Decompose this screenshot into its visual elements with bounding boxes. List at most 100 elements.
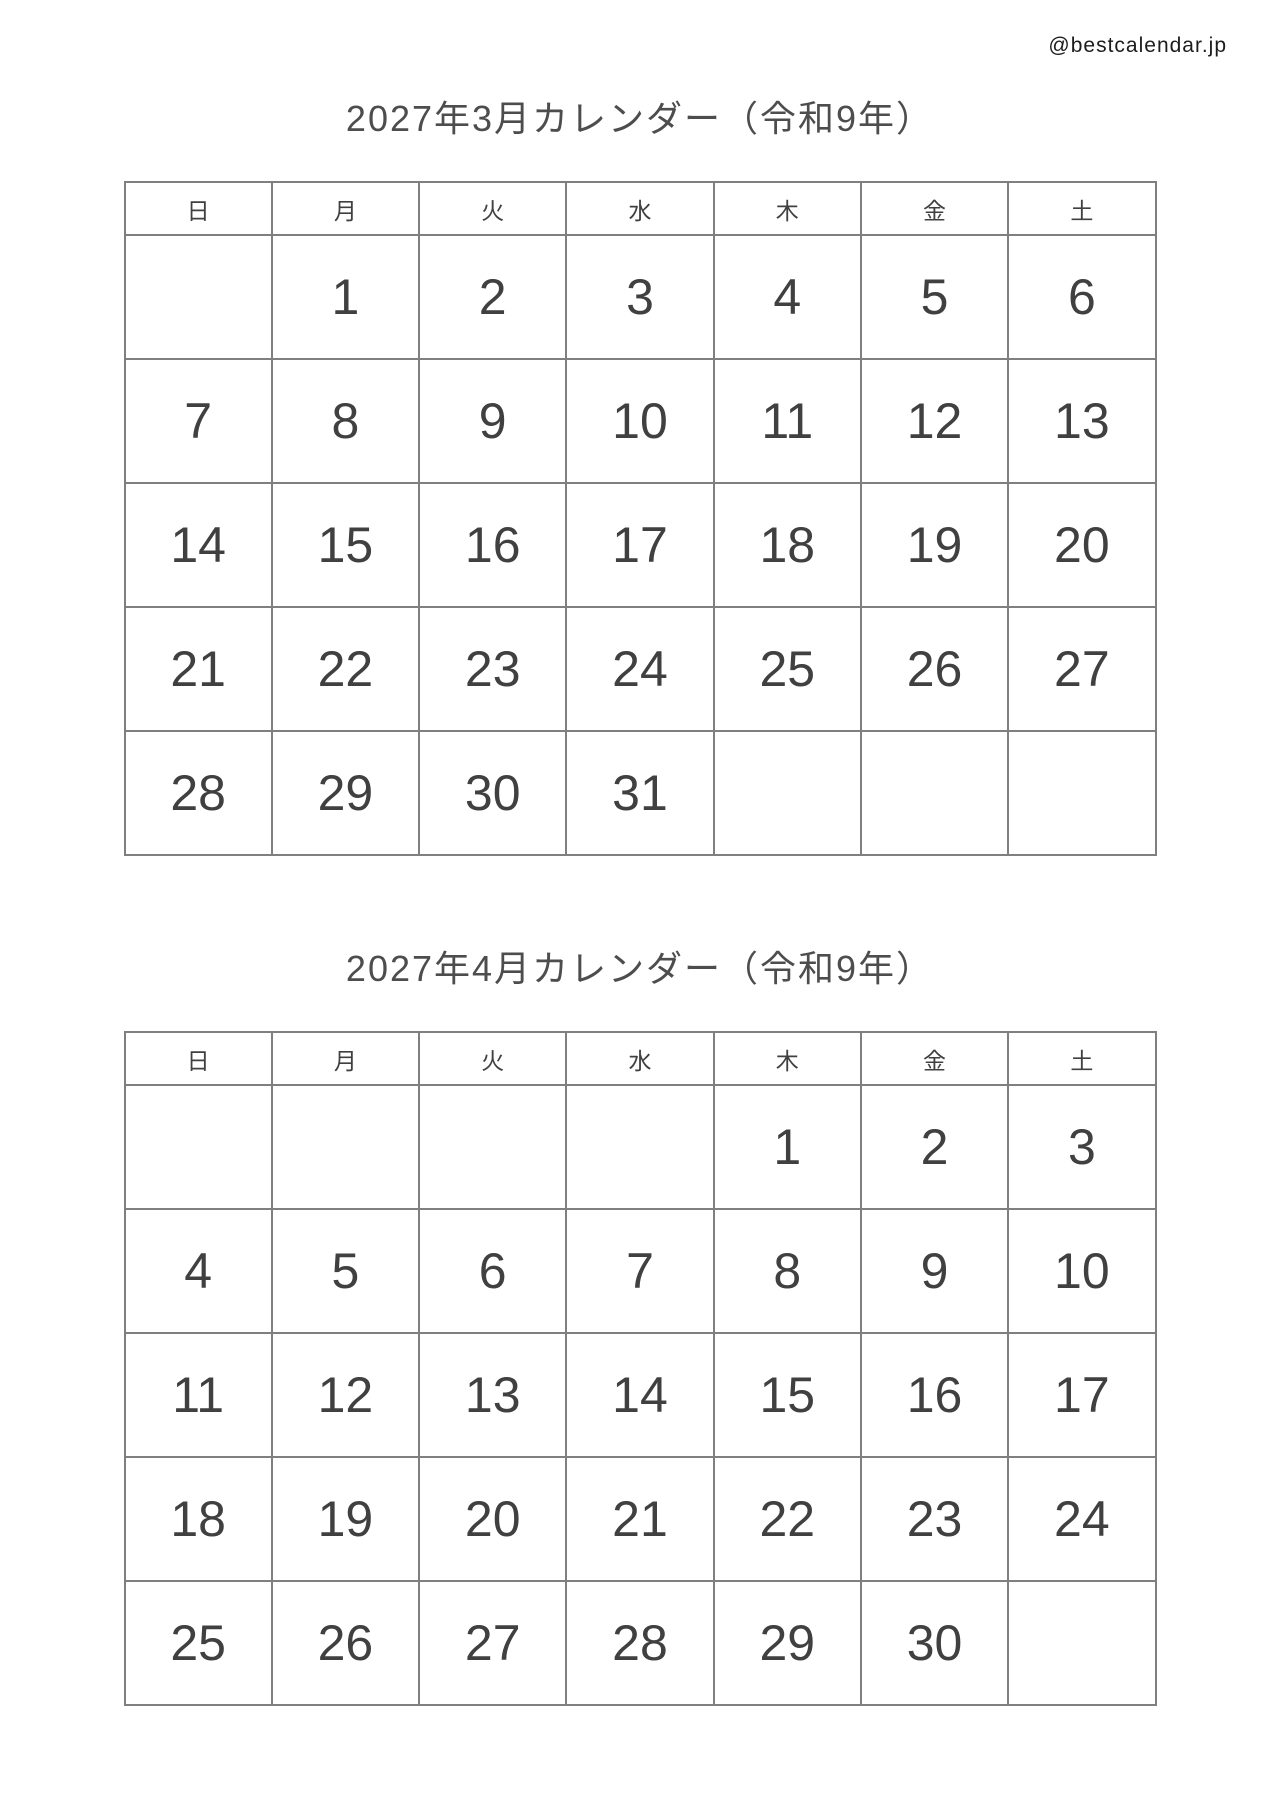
day-cell-6: 6 — [418, 1208, 568, 1334]
week-row: 28 29 30 31 — [123, 730, 1157, 856]
day-cell-10: 10 — [565, 358, 715, 484]
day-cell-3: 3 — [565, 234, 715, 360]
day-cell-26: 26 — [859, 606, 1010, 732]
day-cell-7: 7 — [565, 1208, 715, 1334]
weekday-header-weekday: 月 — [270, 181, 421, 236]
weekday-header-weekday: 金 — [859, 1031, 1010, 1086]
day-cell-27: 27 — [418, 1580, 568, 1706]
day-cell-empty — [1007, 1580, 1157, 1706]
weekday-header-row: 日月火水木金土 — [123, 181, 1157, 236]
day-cell-5: 5 — [859, 234, 1010, 360]
day-cell-empty — [859, 730, 1010, 856]
day-cell-14: 14 — [565, 1332, 715, 1458]
day-cell-7: 7 — [123, 358, 273, 484]
watermark-credit: @bestcalendar.jp — [1048, 34, 1227, 57]
day-cell-15: 15 — [712, 1332, 862, 1458]
day-cell-12: 12 — [859, 358, 1010, 484]
weekday-header-weekday: 金 — [859, 181, 1010, 236]
day-cell-17: 17 — [1007, 1332, 1157, 1458]
weekday-header-weekday: 木 — [712, 1031, 862, 1086]
week-row: 7 8 9 10 11 12 13 — [123, 358, 1157, 484]
day-cell-30: 30 — [859, 1580, 1010, 1706]
day-cell-8: 8 — [270, 358, 421, 484]
weekday-header-weekday: 火 — [418, 1031, 568, 1086]
day-cell-9: 9 — [418, 358, 568, 484]
day-cell-5: 5 — [270, 1208, 421, 1334]
day-cell-1: 1 — [712, 1084, 862, 1210]
weekday-header-saturday: 土 — [1007, 1031, 1157, 1086]
weekday-header-weekday: 月 — [270, 1031, 421, 1086]
day-cell-22: 22 — [270, 606, 421, 732]
day-cell-18: 18 — [712, 482, 862, 608]
day-cell-11: 11 — [123, 1332, 273, 1458]
day-cell-25: 25 — [123, 1580, 273, 1706]
week-row: 14 15 16 17 18 19 20 — [123, 482, 1157, 608]
day-cell-empty — [418, 1084, 568, 1210]
day-cell-17: 17 — [565, 482, 715, 608]
day-cell-31: 31 — [565, 730, 715, 856]
day-cell-1: 1 — [270, 234, 421, 360]
week-row: 4 5 6 7 8 9 10 — [123, 1208, 1157, 1334]
calendar-table-march: 日月火水木金土 1 2 3 4 5 6 7 8 9 10 11 12 13 14 15 16 17 18 19 20 21… — [123, 181, 1157, 856]
day-cell-empty — [1007, 730, 1157, 856]
day-cell-2: 2 — [418, 234, 568, 360]
day-cell-18: 18 — [123, 1456, 273, 1582]
day-cell-empty — [712, 730, 862, 856]
calendar-section-april: 2027年4月カレンダー（令和9年） 日月火水木金土 1 2 3 4 5 6 7 8 9 10 11 1… — [0, 856, 1280, 1706]
day-cell-6: 6 — [1007, 234, 1157, 360]
day-cell-13: 13 — [418, 1332, 568, 1458]
day-cell-12: 12 — [270, 1332, 421, 1458]
day-cell-empty — [270, 1084, 421, 1210]
week-row: 18 19 20 21 22 23 24 — [123, 1456, 1157, 1582]
day-cell-empty — [123, 234, 273, 360]
day-cell-20: 20 — [1007, 482, 1157, 608]
day-cell-19: 19 — [859, 482, 1010, 608]
day-cell-23: 23 — [418, 606, 568, 732]
day-cell-23: 23 — [859, 1456, 1010, 1582]
day-cell-20: 20 — [418, 1456, 568, 1582]
day-cell-22: 22 — [712, 1456, 862, 1582]
weekday-header-weekday: 火 — [418, 181, 568, 236]
day-cell-16: 16 — [418, 482, 568, 608]
day-cell-27: 27 — [1007, 606, 1157, 732]
week-row: 21 22 23 24 25 26 27 — [123, 606, 1157, 732]
day-cell-10: 10 — [1007, 1208, 1157, 1334]
day-cell-8: 8 — [712, 1208, 862, 1334]
weekday-header-weekday: 水 — [565, 181, 715, 236]
day-cell-25: 25 — [712, 606, 862, 732]
calendar-title-march: 2027年3月カレンダー（令和9年） — [345, 98, 935, 139]
day-cell-29: 29 — [712, 1580, 862, 1706]
day-cell-14: 14 — [123, 482, 273, 608]
day-cell-19: 19 — [270, 1456, 421, 1582]
day-cell-29: 29 — [270, 730, 421, 856]
day-cell-3: 3 — [1007, 1084, 1157, 1210]
day-cell-9: 9 — [859, 1208, 1010, 1334]
weekday-header-sunday: 日 — [123, 1031, 273, 1086]
day-cell-24: 24 — [1007, 1456, 1157, 1582]
day-cell-26: 26 — [270, 1580, 421, 1706]
day-cell-21: 21 — [565, 1456, 715, 1582]
day-cell-16: 16 — [859, 1332, 1010, 1458]
calendar-title-april: 2027年4月カレンダー（令和9年） — [345, 948, 935, 989]
day-cell-4: 4 — [123, 1208, 273, 1334]
weekday-header-sunday: 日 — [123, 181, 273, 236]
weekday-header-weekday: 水 — [565, 1031, 715, 1086]
day-cell-13: 13 — [1007, 358, 1157, 484]
day-cell-28: 28 — [565, 1580, 715, 1706]
day-cell-21: 21 — [123, 606, 273, 732]
day-cell-28: 28 — [123, 730, 273, 856]
calendar-section-march: 2027年3月カレンダー（令和9年） 日月火水木金土 1 2 3 4 5 6 7 8 9 10 11 1… — [0, 0, 1280, 856]
day-cell-empty — [565, 1084, 715, 1210]
day-cell-4: 4 — [712, 234, 862, 360]
day-cell-empty — [123, 1084, 273, 1210]
day-cell-24: 24 — [565, 606, 715, 732]
day-cell-30: 30 — [418, 730, 568, 856]
week-row: 11 12 13 14 15 16 17 — [123, 1332, 1157, 1458]
week-row: 25 26 27 28 29 30 — [123, 1580, 1157, 1706]
day-cell-15: 15 — [270, 482, 421, 608]
weekday-header-row: 日月火水木金土 — [123, 1031, 1157, 1086]
day-cell-2: 2 — [859, 1084, 1010, 1210]
